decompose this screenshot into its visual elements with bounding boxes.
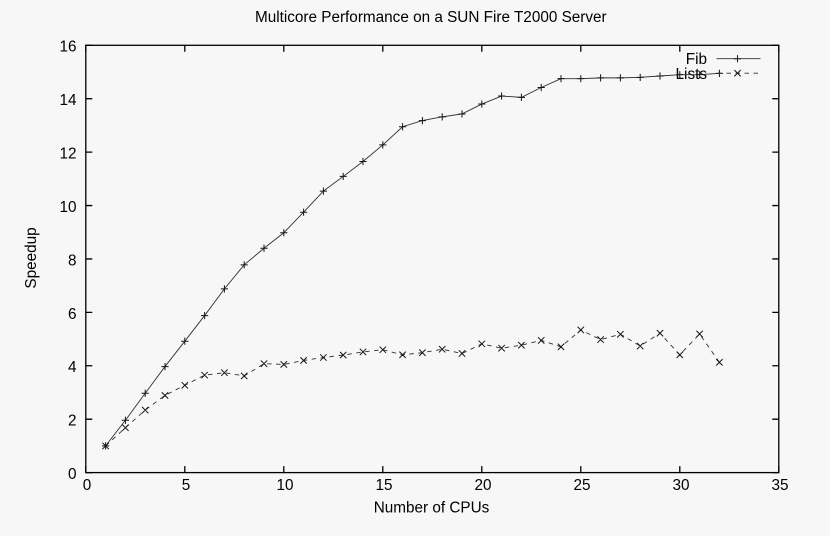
svg-text:30: 30: [672, 477, 689, 494]
svg-text:Number of CPUs: Number of CPUs: [374, 499, 490, 516]
svg-text:4: 4: [68, 359, 77, 376]
svg-text:15: 15: [375, 477, 392, 494]
svg-text:0: 0: [68, 466, 77, 483]
svg-text:35: 35: [771, 477, 788, 494]
svg-text:8: 8: [68, 252, 77, 269]
svg-text:6: 6: [68, 306, 77, 323]
svg-text:Multicore Performance on a SUN: Multicore Performance on a SUN Fire T200…: [255, 9, 607, 26]
svg-text:20: 20: [474, 477, 491, 494]
svg-text:Fib: Fib: [686, 51, 707, 68]
svg-text:Speedup: Speedup: [23, 227, 40, 288]
svg-text:16: 16: [59, 39, 76, 56]
svg-text:14: 14: [59, 92, 77, 109]
svg-text:5: 5: [182, 477, 191, 494]
svg-text:25: 25: [573, 477, 590, 494]
svg-text:10: 10: [59, 199, 76, 216]
svg-text:0: 0: [83, 477, 92, 494]
svg-text:10: 10: [276, 477, 293, 494]
svg-text:12: 12: [59, 146, 76, 163]
svg-text:2: 2: [68, 413, 77, 430]
